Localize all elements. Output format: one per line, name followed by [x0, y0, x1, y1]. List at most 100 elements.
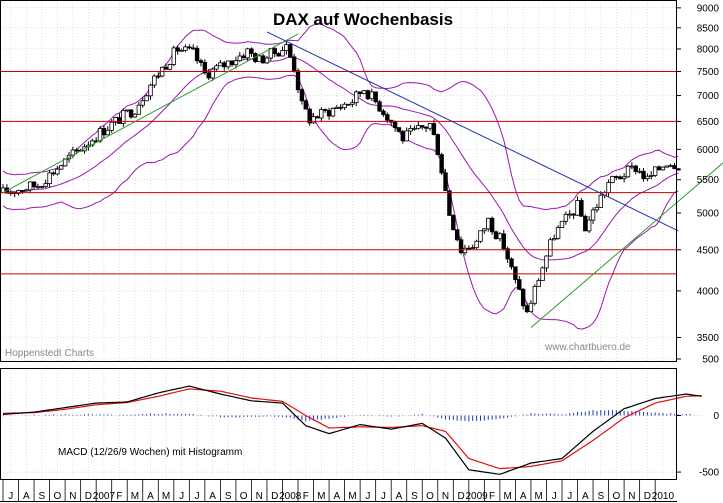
- candle-body: [47, 172, 52, 184]
- candle-body: [454, 229, 460, 241]
- upper-ytick-label-2: 4500: [697, 245, 720, 256]
- candle-body: [470, 247, 475, 250]
- candle-body: [385, 114, 390, 121]
- candle-body: [614, 176, 619, 178]
- candle-body: [229, 60, 235, 66]
- xtick-label-31: F: [489, 491, 495, 502]
- xtick-label-22: M: [348, 491, 356, 502]
- candle-body: [245, 48, 250, 59]
- candle-body: [144, 95, 149, 102]
- candle-body: [326, 110, 332, 117]
- candle-body: [489, 217, 495, 233]
- xtick-label-27: O: [426, 491, 434, 502]
- candle-body: [307, 108, 312, 124]
- candle-body: [513, 266, 518, 281]
- candle-body: [315, 116, 320, 119]
- candle-body: [272, 48, 277, 54]
- candle-body: [97, 128, 103, 142]
- candle-body: [652, 166, 658, 176]
- upper-panel-frame: [0, 0, 677, 362]
- candle-body: [451, 215, 456, 231]
- lower-panel-frame: [0, 368, 677, 480]
- candle-body: [676, 168, 681, 171]
- candle-body: [559, 220, 565, 228]
- candle-body: [435, 134, 440, 156]
- candle-body: [264, 57, 270, 64]
- candle-body: [618, 176, 623, 180]
- candlestick-series: [0, 41, 681, 314]
- candle-body: [322, 109, 328, 111]
- candle-body: [610, 176, 615, 183]
- bollinger-bands: [2, 23, 679, 330]
- candle-body: [338, 106, 343, 109]
- xtick-label-34: M: [535, 491, 543, 502]
- xtick-label-9: A: [147, 491, 154, 502]
- candle-body: [377, 101, 382, 112]
- candle-body: [649, 174, 654, 177]
- candle-body: [128, 109, 134, 118]
- candle-body: [241, 55, 246, 59]
- candle-body: [16, 190, 21, 194]
- candle-body: [152, 75, 157, 86]
- candle-body: [528, 302, 534, 313]
- chart-title: DAX auf Wochenbasis: [273, 10, 453, 29]
- candle-body: [361, 90, 367, 94]
- candle-body: [125, 109, 130, 112]
- xtick-label-40: N: [628, 491, 635, 502]
- xtick-label-30: 2009: [465, 491, 488, 502]
- candle-body: [598, 194, 604, 208]
- candle-body: [664, 165, 670, 168]
- candle-body: [416, 125, 421, 129]
- xtick-label-16: N: [256, 491, 263, 502]
- macd-histogram: [2, 410, 703, 422]
- candle-body: [346, 103, 351, 106]
- trendline-1: [266, 31, 679, 232]
- candle-body: [466, 247, 472, 250]
- xtick-label-42: 2010: [652, 491, 675, 502]
- xtick-label-12: J: [195, 491, 200, 502]
- candle-body: [179, 49, 184, 52]
- candle-body: [621, 176, 627, 180]
- candle-body: [493, 231, 499, 240]
- xtick-label-20: M: [317, 491, 325, 502]
- candle-body: [132, 113, 138, 118]
- xtick-label-26: S: [411, 491, 418, 502]
- candle-body: [431, 123, 437, 135]
- trendlines: [2, 31, 723, 329]
- xtick-label-13: A: [209, 491, 216, 502]
- candle-body: [225, 60, 231, 68]
- candle-body: [74, 149, 79, 152]
- xtick-label-5: D: [85, 491, 92, 502]
- candle-body: [257, 55, 262, 63]
- candle-body: [629, 165, 635, 168]
- xtick-label-41: D: [644, 491, 651, 502]
- upper-ytick-label-1: 4000: [697, 286, 720, 297]
- xtick-label-6: 2007: [93, 491, 116, 502]
- xtick-label-24: J: [381, 491, 386, 502]
- xtick-label-23: J: [365, 491, 370, 502]
- candle-body: [520, 288, 526, 307]
- candle-body: [51, 172, 56, 175]
- candle-body: [202, 62, 208, 74]
- candle-body: [458, 239, 464, 254]
- lower-ytick-label-2: -500: [699, 468, 719, 479]
- lower-y-axis: 500 0 -500: [677, 354, 719, 479]
- candle-body: [660, 166, 666, 171]
- candle-body: [656, 166, 662, 171]
- candle-body: [427, 123, 433, 129]
- candle-body: [447, 190, 452, 216]
- candle-body: [330, 107, 336, 117]
- candle-body: [288, 44, 293, 58]
- candle-body: [552, 237, 557, 241]
- upper-ytick-label-3: 5000: [697, 208, 720, 219]
- candle-body: [214, 65, 219, 70]
- xtick-label-1: A: [23, 491, 30, 502]
- candle-body: [637, 170, 642, 173]
- xtick-label-32: M: [503, 491, 511, 502]
- xtick-label-0: J: [8, 491, 13, 502]
- candle-body: [222, 62, 227, 68]
- upper-panel-grid: [0, 0, 677, 362]
- candle-body: [423, 126, 429, 129]
- candle-body: [39, 186, 45, 188]
